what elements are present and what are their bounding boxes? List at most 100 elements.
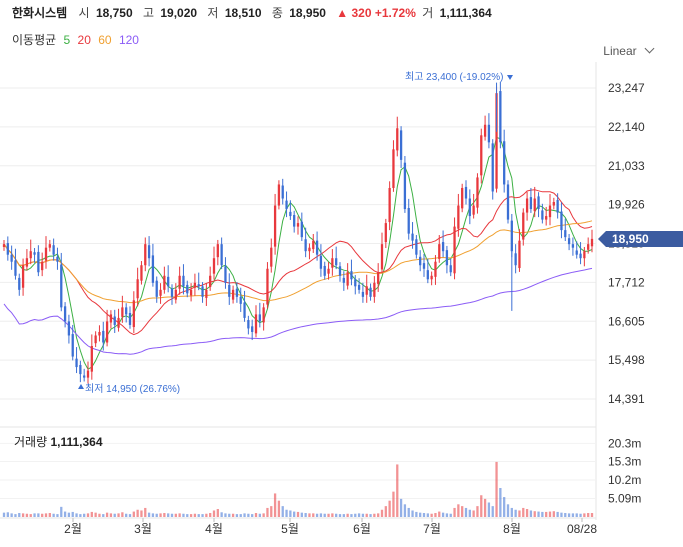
volume-bar [63, 511, 67, 517]
volume-bar [209, 513, 212, 517]
volume-bar [170, 513, 174, 517]
ma-line-60 [3, 220, 593, 304]
volume-bar [403, 504, 407, 517]
moving-average-legend[interactable]: 이동평균 5 20 60 120 [12, 31, 143, 48]
volume-bar [231, 513, 235, 517]
volume-bar [373, 513, 376, 517]
candle-body [468, 198, 471, 217]
volume-bar [548, 511, 552, 517]
volume-bar [483, 498, 487, 517]
candle-body [487, 124, 491, 143]
volume-bar [212, 510, 216, 517]
volume-bar [468, 509, 471, 517]
time-axis: 2월 3월 4월 5월 6월 7월 8월 08/28 [64, 518, 597, 536]
candle-body [545, 216, 548, 220]
candle-body [285, 200, 288, 210]
volume-bar [25, 513, 29, 517]
candle-body [464, 186, 468, 199]
candle-body [587, 244, 590, 250]
volume-bar [144, 507, 147, 517]
candle-body [514, 253, 517, 266]
candle-body [33, 252, 36, 255]
volume-bar [377, 513, 380, 517]
candle-body [411, 233, 414, 241]
candle-body [441, 242, 445, 252]
volume-bar [29, 514, 32, 517]
volume-bar [75, 513, 78, 517]
candle-body [251, 326, 254, 332]
candle-body [541, 210, 544, 220]
close-value: 18,950 [289, 6, 326, 20]
volume-bars [2, 461, 594, 517]
volume-bar [117, 513, 120, 517]
candle-body [170, 288, 174, 297]
volume-bar [105, 512, 109, 517]
candle-body [461, 187, 464, 209]
scale-mode-button[interactable]: Linear [603, 43, 655, 58]
change-value: ▲ 320 +1.72% [336, 6, 416, 20]
candle-body [399, 130, 403, 160]
candle-body [44, 247, 48, 261]
volume-bar [147, 512, 151, 517]
high-label: 고 [142, 6, 155, 20]
volume-bar [312, 513, 315, 517]
candle-body [415, 239, 418, 255]
ma-line-5 [3, 136, 593, 370]
volume-bar [525, 509, 529, 517]
candle-body [327, 268, 330, 274]
candle-body [407, 207, 410, 234]
candle-body [388, 187, 391, 223]
candle-body [380, 244, 384, 270]
ma-line-120 [3, 267, 593, 355]
candle-body [159, 289, 162, 296]
candle-body [21, 265, 25, 288]
candle-body [63, 306, 67, 322]
volume-bar [296, 511, 300, 517]
candle-body [140, 265, 143, 281]
candle-body [155, 280, 158, 297]
volume-bar [109, 513, 113, 517]
volume-bar [243, 513, 246, 517]
candle-body [197, 284, 200, 287]
volume-bar [587, 513, 590, 517]
volume-bar [545, 511, 548, 517]
volume-bar [281, 506, 284, 517]
candle-body [308, 247, 311, 252]
volume-bar [163, 513, 166, 517]
candle-body [315, 240, 319, 255]
volume-bar [583, 513, 586, 517]
candle-body [354, 279, 357, 287]
candle-body [90, 346, 93, 372]
candle-body [48, 244, 51, 248]
candle-body [300, 221, 303, 238]
volume-bar [541, 511, 544, 517]
candle-body [590, 238, 594, 247]
volume-bar [83, 513, 86, 517]
candle-body [304, 239, 307, 252]
candle-body [10, 254, 13, 262]
volume-tick: 20.3m [608, 436, 641, 450]
volume-bar [514, 509, 517, 517]
candle-body [262, 307, 265, 323]
time-tick: 5월 [281, 522, 299, 536]
volume-bar [254, 513, 258, 517]
volume-bar [529, 510, 533, 517]
volume-bar [71, 511, 74, 517]
volume-bar [331, 513, 334, 517]
volume-bar [220, 512, 223, 517]
candle-body [52, 245, 55, 255]
volume-bar [2, 512, 6, 517]
price-tick: 19,926 [608, 198, 645, 212]
volume-bar [323, 513, 326, 517]
volume-bar [537, 511, 540, 517]
price-header: 한화시스템 시 18,750 고 19,020 저 18,510 종 18,95… [12, 4, 499, 21]
candle-body [281, 185, 284, 199]
candle-body [212, 258, 216, 274]
candle-body [537, 196, 540, 210]
volume-bar [60, 506, 63, 517]
candlestick-series [2, 81, 594, 384]
candle-body [453, 226, 456, 274]
current-price-label: 18,950 [612, 232, 649, 246]
candle-body [476, 177, 479, 208]
